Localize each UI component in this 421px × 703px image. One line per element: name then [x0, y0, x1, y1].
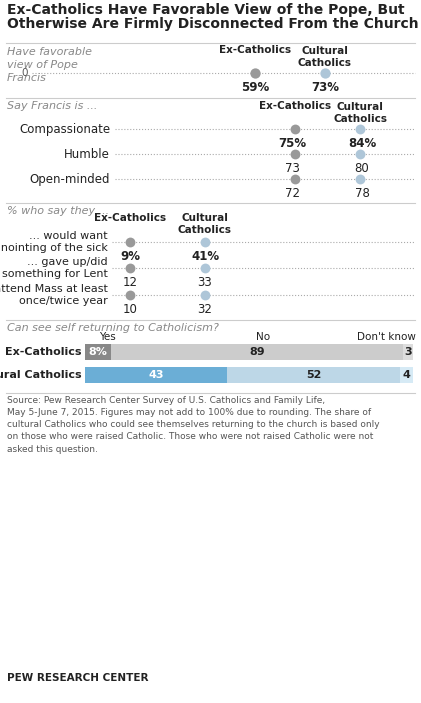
- Text: 33: 33: [197, 276, 212, 289]
- Text: Ex-Catholics: Ex-Catholics: [94, 213, 166, 223]
- Text: 89: 89: [249, 347, 265, 357]
- Point: [357, 174, 363, 185]
- Text: No: No: [256, 332, 270, 342]
- Point: [292, 174, 298, 185]
- Text: Cultural
Catholics: Cultural Catholics: [298, 46, 352, 67]
- Text: Yes: Yes: [99, 332, 116, 342]
- Bar: [400, 367, 413, 383]
- Bar: [111, 344, 403, 360]
- Bar: [403, 344, 413, 360]
- Text: Humble: Humble: [64, 148, 110, 160]
- Point: [202, 290, 208, 301]
- Point: [127, 290, 133, 301]
- Text: Don't know: Don't know: [357, 332, 416, 342]
- Point: [127, 236, 133, 247]
- Text: Source: Pew Research Center Survey of U.S. Catholics and Family Life,
May 5-June: Source: Pew Research Center Survey of U.…: [7, 396, 380, 453]
- Text: 3: 3: [404, 347, 412, 357]
- Text: 72: 72: [285, 187, 299, 200]
- Text: Cultural Catholics: Cultural Catholics: [0, 370, 82, 380]
- Text: 59%: 59%: [241, 81, 269, 94]
- Text: ... attend Mass at least
once/twice year: ... attend Mass at least once/twice year: [0, 284, 108, 307]
- Text: 8%: 8%: [89, 347, 107, 357]
- Point: [322, 67, 328, 79]
- Text: Ex-Catholics: Ex-Catholics: [259, 101, 331, 111]
- Text: Open-minded: Open-minded: [29, 172, 110, 186]
- Point: [202, 262, 208, 273]
- Text: 52: 52: [306, 370, 321, 380]
- Point: [252, 67, 258, 79]
- Text: Compassionate: Compassionate: [19, 122, 110, 136]
- Text: PEW RESEARCH CENTER: PEW RESEARCH CENTER: [7, 673, 149, 683]
- Text: Ex-Catholics: Ex-Catholics: [219, 45, 291, 55]
- Text: 10: 10: [123, 303, 137, 316]
- Text: 12: 12: [123, 276, 138, 289]
- Text: Ex-Catholics: Ex-Catholics: [5, 347, 82, 357]
- Text: 73: 73: [285, 162, 299, 175]
- Point: [127, 262, 133, 273]
- Text: ... would want
anointing of the sick: ... would want anointing of the sick: [0, 231, 108, 253]
- Point: [357, 123, 363, 134]
- Text: Cultural
Catholics: Cultural Catholics: [178, 213, 232, 235]
- Text: 9%: 9%: [120, 250, 140, 263]
- Bar: [85, 367, 227, 383]
- Text: 80: 80: [354, 162, 369, 175]
- Point: [292, 148, 298, 160]
- Text: 84%: 84%: [348, 137, 376, 150]
- Point: [357, 148, 363, 160]
- Point: [202, 236, 208, 247]
- Text: Cultural
Catholics: Cultural Catholics: [333, 102, 387, 124]
- Text: ... gave up/did
something for Lent: ... gave up/did something for Lent: [2, 257, 108, 279]
- Text: 43: 43: [149, 370, 164, 380]
- Text: % who say they ...: % who say they ...: [7, 206, 109, 216]
- Text: Say Francis is ...: Say Francis is ...: [7, 101, 97, 111]
- Text: 75%: 75%: [278, 137, 306, 150]
- Bar: [227, 367, 400, 383]
- Text: Ex-Catholics Have Favorable View of the Pope, But: Ex-Catholics Have Favorable View of the …: [7, 3, 405, 17]
- Text: 0: 0: [22, 68, 28, 78]
- Text: 32: 32: [197, 303, 213, 316]
- Text: 4: 4: [402, 370, 410, 380]
- Point: [292, 123, 298, 134]
- Text: 41%: 41%: [191, 250, 219, 263]
- Text: 73%: 73%: [311, 81, 339, 94]
- Text: Can see self returning to Catholicism?: Can see self returning to Catholicism?: [7, 323, 219, 333]
- Text: Otherwise Are Firmly Disconnected From the Church: Otherwise Are Firmly Disconnected From t…: [7, 17, 418, 31]
- Text: 78: 78: [354, 187, 370, 200]
- Bar: [85, 344, 111, 360]
- Text: Have favorable
view of Pope
Francis: Have favorable view of Pope Francis: [7, 47, 92, 82]
